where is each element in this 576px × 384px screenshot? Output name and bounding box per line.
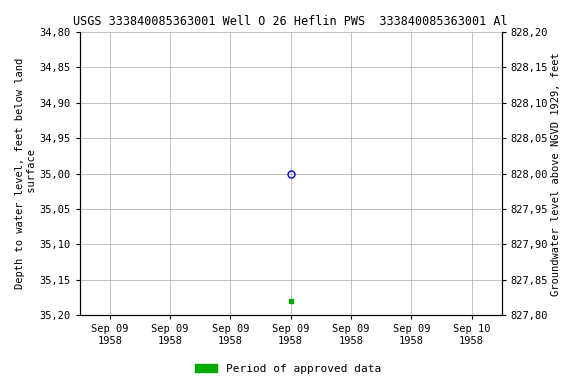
- Title: USGS 333840085363001 Well O 26 Heflin PWS  333840085363001 Al: USGS 333840085363001 Well O 26 Heflin PW…: [73, 15, 508, 28]
- Legend: Period of approved data: Period of approved data: [191, 359, 385, 379]
- Y-axis label: Depth to water level, feet below land
 surface: Depth to water level, feet below land su…: [15, 58, 37, 289]
- Y-axis label: Groundwater level above NGVD 1929, feet: Groundwater level above NGVD 1929, feet: [551, 52, 561, 296]
